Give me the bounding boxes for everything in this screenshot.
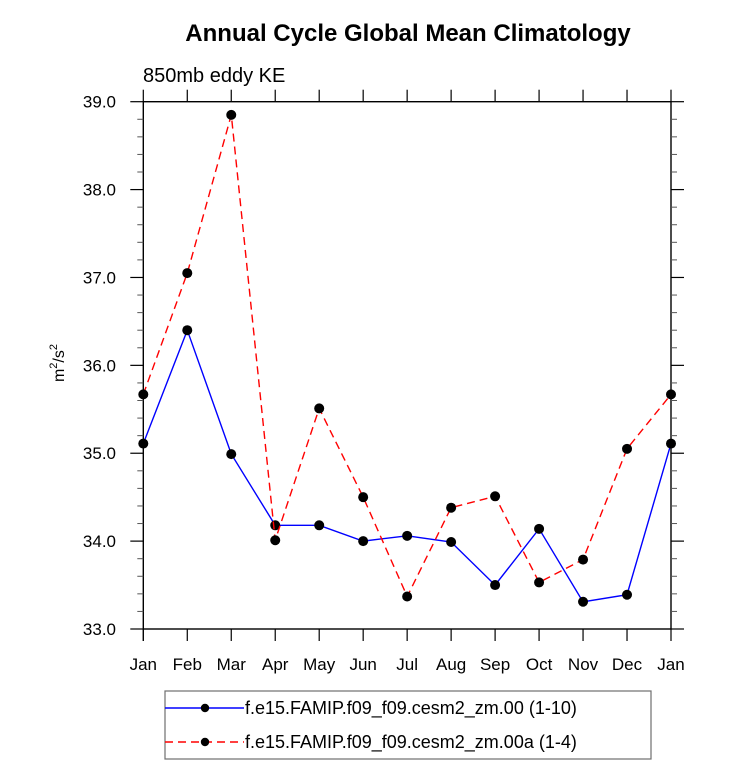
x-tick-label: Oct (526, 655, 553, 674)
data-point (182, 268, 193, 279)
y-tick-label: 36.0 (83, 356, 116, 375)
x-tick-label: Sep (480, 655, 510, 674)
series-1 (138, 109, 676, 602)
y-axis-label-sup: 2 (48, 344, 60, 350)
plot-frame (142, 100, 672, 630)
x-tick-label: Dec (612, 655, 643, 674)
data-point (402, 591, 413, 602)
data-point (182, 325, 193, 336)
x-tick-label: Mar (217, 655, 247, 674)
svg-text:m2/s2: m2/s2 (48, 344, 68, 382)
data-point (226, 449, 237, 460)
legend-label: f.e15.FAMIP.f09_f09.cesm2_zm.00 (1-10) (245, 698, 577, 719)
chart-title: Annual Cycle Global Mean Climatology (185, 20, 631, 47)
data-point (314, 403, 325, 414)
legend: f.e15.FAMIP.f09_f09.cesm2_zm.00 (1-10) f… (164, 690, 652, 760)
y-tick-label: 39.0 (83, 93, 116, 112)
x-tick-label: Jun (349, 655, 376, 674)
series-0 (138, 325, 676, 607)
y-tick-label: 37.0 (83, 268, 116, 287)
data-point (446, 502, 457, 513)
legend-box (164, 690, 652, 760)
legend-item: f.e15.FAMIP.f09_f09.cesm2_zm.00a (1-4) (165, 732, 577, 753)
data-point (666, 438, 676, 449)
x-tick-label: Jan (657, 655, 684, 674)
x-tick-label: Jan (130, 655, 157, 674)
x-tick-label: May (303, 655, 336, 674)
y-axis-label: m2/s2 (48, 344, 68, 382)
data-point (314, 520, 325, 531)
data-point (226, 109, 237, 120)
y-axis-label-base: m (51, 369, 68, 382)
data-point (578, 554, 589, 565)
data-point (446, 536, 457, 547)
series-layer (138, 109, 676, 607)
axes: Jan Feb Mar Apr May Jun Jul Aug Sep Oct Nov Dec Jan 3… (83, 89, 685, 674)
data-point (358, 536, 369, 547)
data-point (402, 530, 413, 541)
data-point (490, 491, 501, 502)
y-tick-label: 38.0 (83, 181, 116, 200)
data-point (138, 389, 149, 400)
legend-marker (200, 737, 210, 747)
series-line (142, 114, 672, 599)
y-axis-label-sup: 2 (48, 363, 60, 369)
y-tick-label: 33.0 (83, 620, 116, 639)
x-tick-label: Feb (173, 655, 202, 674)
data-point (534, 577, 545, 588)
data-point (138, 438, 149, 449)
chart-subtitle: 850mb eddy KE (143, 65, 285, 87)
y-tick-label: 34.0 (83, 532, 116, 551)
legend-marker (200, 703, 210, 713)
legend-item: f.e15.FAMIP.f09_f09.cesm2_zm.00 (1-10) (165, 698, 577, 719)
data-point (534, 523, 545, 534)
data-point (666, 389, 676, 400)
data-point (270, 535, 281, 546)
series-line (142, 328, 672, 603)
x-tick-label: Jul (396, 655, 418, 674)
data-point (622, 443, 633, 454)
data-point (490, 580, 501, 591)
y-axis-label-sep: /s (51, 350, 68, 362)
data-point (578, 596, 589, 607)
data-point (358, 492, 369, 503)
data-point (622, 589, 633, 600)
x-tick-label: Aug (436, 655, 466, 674)
x-tick-label: Apr (262, 655, 289, 674)
x-tick-label: Nov (568, 655, 599, 674)
y-tick-label: 35.0 (83, 444, 116, 463)
legend-label: f.e15.FAMIP.f09_f09.cesm2_zm.00a (1-4) (245, 732, 577, 753)
